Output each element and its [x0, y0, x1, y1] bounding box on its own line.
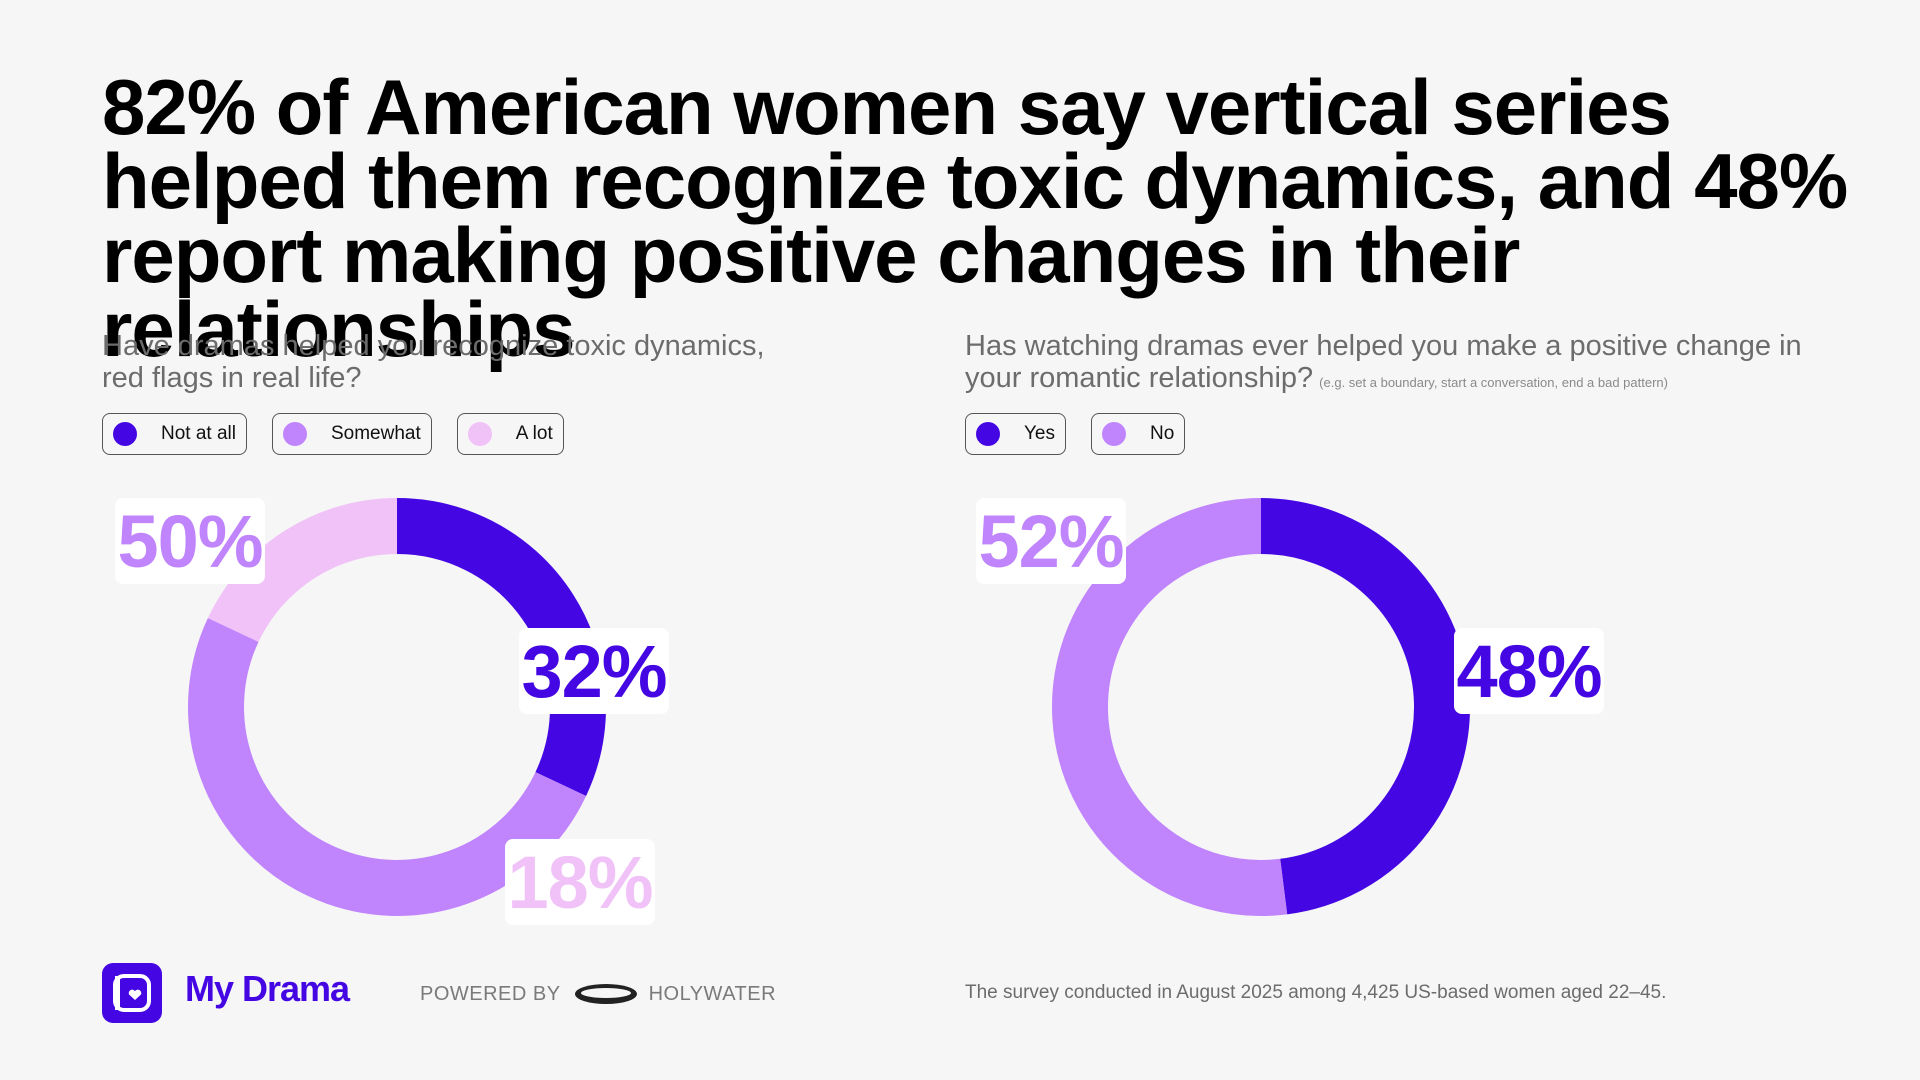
donut-slice-yes [1260, 498, 1470, 915]
data-label-box [115, 498, 265, 584]
data-label-not-at-all: 32% [521, 630, 666, 713]
question-right-text: Has watching dramas ever helped you make… [965, 330, 1802, 394]
holywater-logo-icon [574, 984, 637, 1004]
legend-swatch [1102, 422, 1126, 446]
data-label-no: 52% [978, 500, 1123, 583]
legend-label: A lot [515, 423, 553, 444]
data-label-box [976, 498, 1126, 584]
data-label-a-lot: 18% [507, 841, 652, 924]
partner-name: HOLYWATER [648, 982, 777, 1005]
legend-item-yes: Yes [965, 413, 1066, 455]
powered-by: POWERED BY HOLYWATER [420, 982, 776, 1006]
legend-label: Somewhat [330, 423, 421, 444]
question-left: Have dramas helped you recognize toxic d… [102, 330, 765, 394]
donut-slice-not-at-all [396, 498, 606, 796]
legend-right: Yes No [965, 413, 1186, 455]
legend-left: Not at all Somewhat A lot [102, 413, 564, 455]
headline: 82% of American women say vertical serie… [102, 63, 1848, 373]
legend-label: Not at all [161, 423, 236, 444]
donut-slice-no [1052, 498, 1288, 916]
data-label-box [1454, 628, 1604, 714]
legend-label: No [1150, 423, 1175, 444]
legend-swatch [467, 422, 492, 446]
donut-chart-right: 48% 52% [976, 498, 1604, 916]
legend-label: Yes [1024, 423, 1055, 444]
legend-item-no: No [1091, 413, 1186, 455]
my-drama-logo-icon [102, 963, 162, 1023]
legend-item-a-lot: A lot [456, 413, 564, 455]
donut-slice-a-lot [207, 498, 398, 643]
question-right: Has watching dramas ever helped you make… [965, 330, 1865, 399]
data-label-yes: 48% [1456, 630, 1601, 713]
data-label-box [505, 839, 655, 925]
survey-note: The survey conducted in August 2025 amon… [965, 982, 1667, 1003]
brand-name: My Drama [185, 968, 350, 1009]
legend-item-not-at-all: Not at all [102, 413, 247, 455]
legend-swatch [976, 422, 1000, 446]
legend-item-somewhat: Somewhat [271, 413, 432, 455]
data-label-box [519, 628, 669, 714]
powered-by-label: POWERED BY [420, 982, 561, 1005]
question-right-note: (e.g. set a boundary, start a conversati… [1319, 375, 1668, 390]
data-label-somewhat: 50% [117, 500, 262, 583]
legend-swatch [282, 422, 307, 446]
donut-chart-left: 32% 50% 18% [115, 498, 669, 925]
legend-swatch [113, 422, 137, 446]
